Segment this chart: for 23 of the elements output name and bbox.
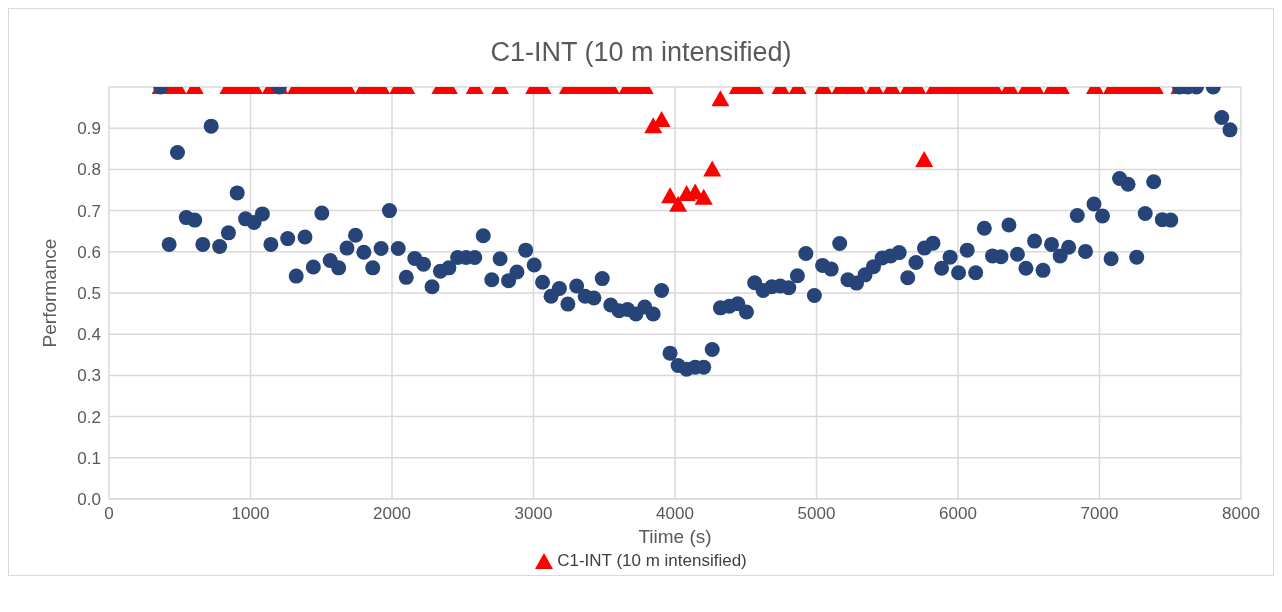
x-tick-label: 4000 — [656, 504, 694, 524]
x-tick-label: 6000 — [939, 504, 977, 524]
y-tick-label: 0.0 — [77, 490, 101, 510]
chart-title: C1-INT (10 m intensified) — [489, 36, 793, 69]
y-tick-label: 0.7 — [77, 201, 101, 221]
x-tick-label: 1000 — [231, 504, 270, 524]
y-tick-label: 0.8 — [77, 160, 101, 180]
x-tick-label: 3000 — [514, 504, 553, 524]
legend-label: C1-INT (10 m intensified) — [557, 551, 747, 571]
y-axis-title: Performance — [38, 238, 60, 348]
x-tick-label: 7000 — [1080, 504, 1119, 524]
x-tick-label: 0 — [104, 504, 114, 524]
x-axis-title: Tiime (s) — [638, 526, 712, 547]
x-tick-label: 2000 — [373, 504, 411, 524]
y-tick-label: 0.5 — [77, 284, 101, 304]
y-tick-label: 0.4 — [77, 325, 101, 345]
y-tick-label: 0.3 — [77, 366, 101, 386]
y-tick-label: 0.6 — [77, 242, 101, 262]
y-tick-label: 0.9 — [77, 119, 101, 139]
x-tick-label: 8000 — [1222, 504, 1260, 524]
y-tick-label: 0.2 — [77, 407, 101, 427]
y-tick-label: 0.1 — [77, 448, 101, 468]
x-tick-label: 5000 — [797, 504, 836, 524]
